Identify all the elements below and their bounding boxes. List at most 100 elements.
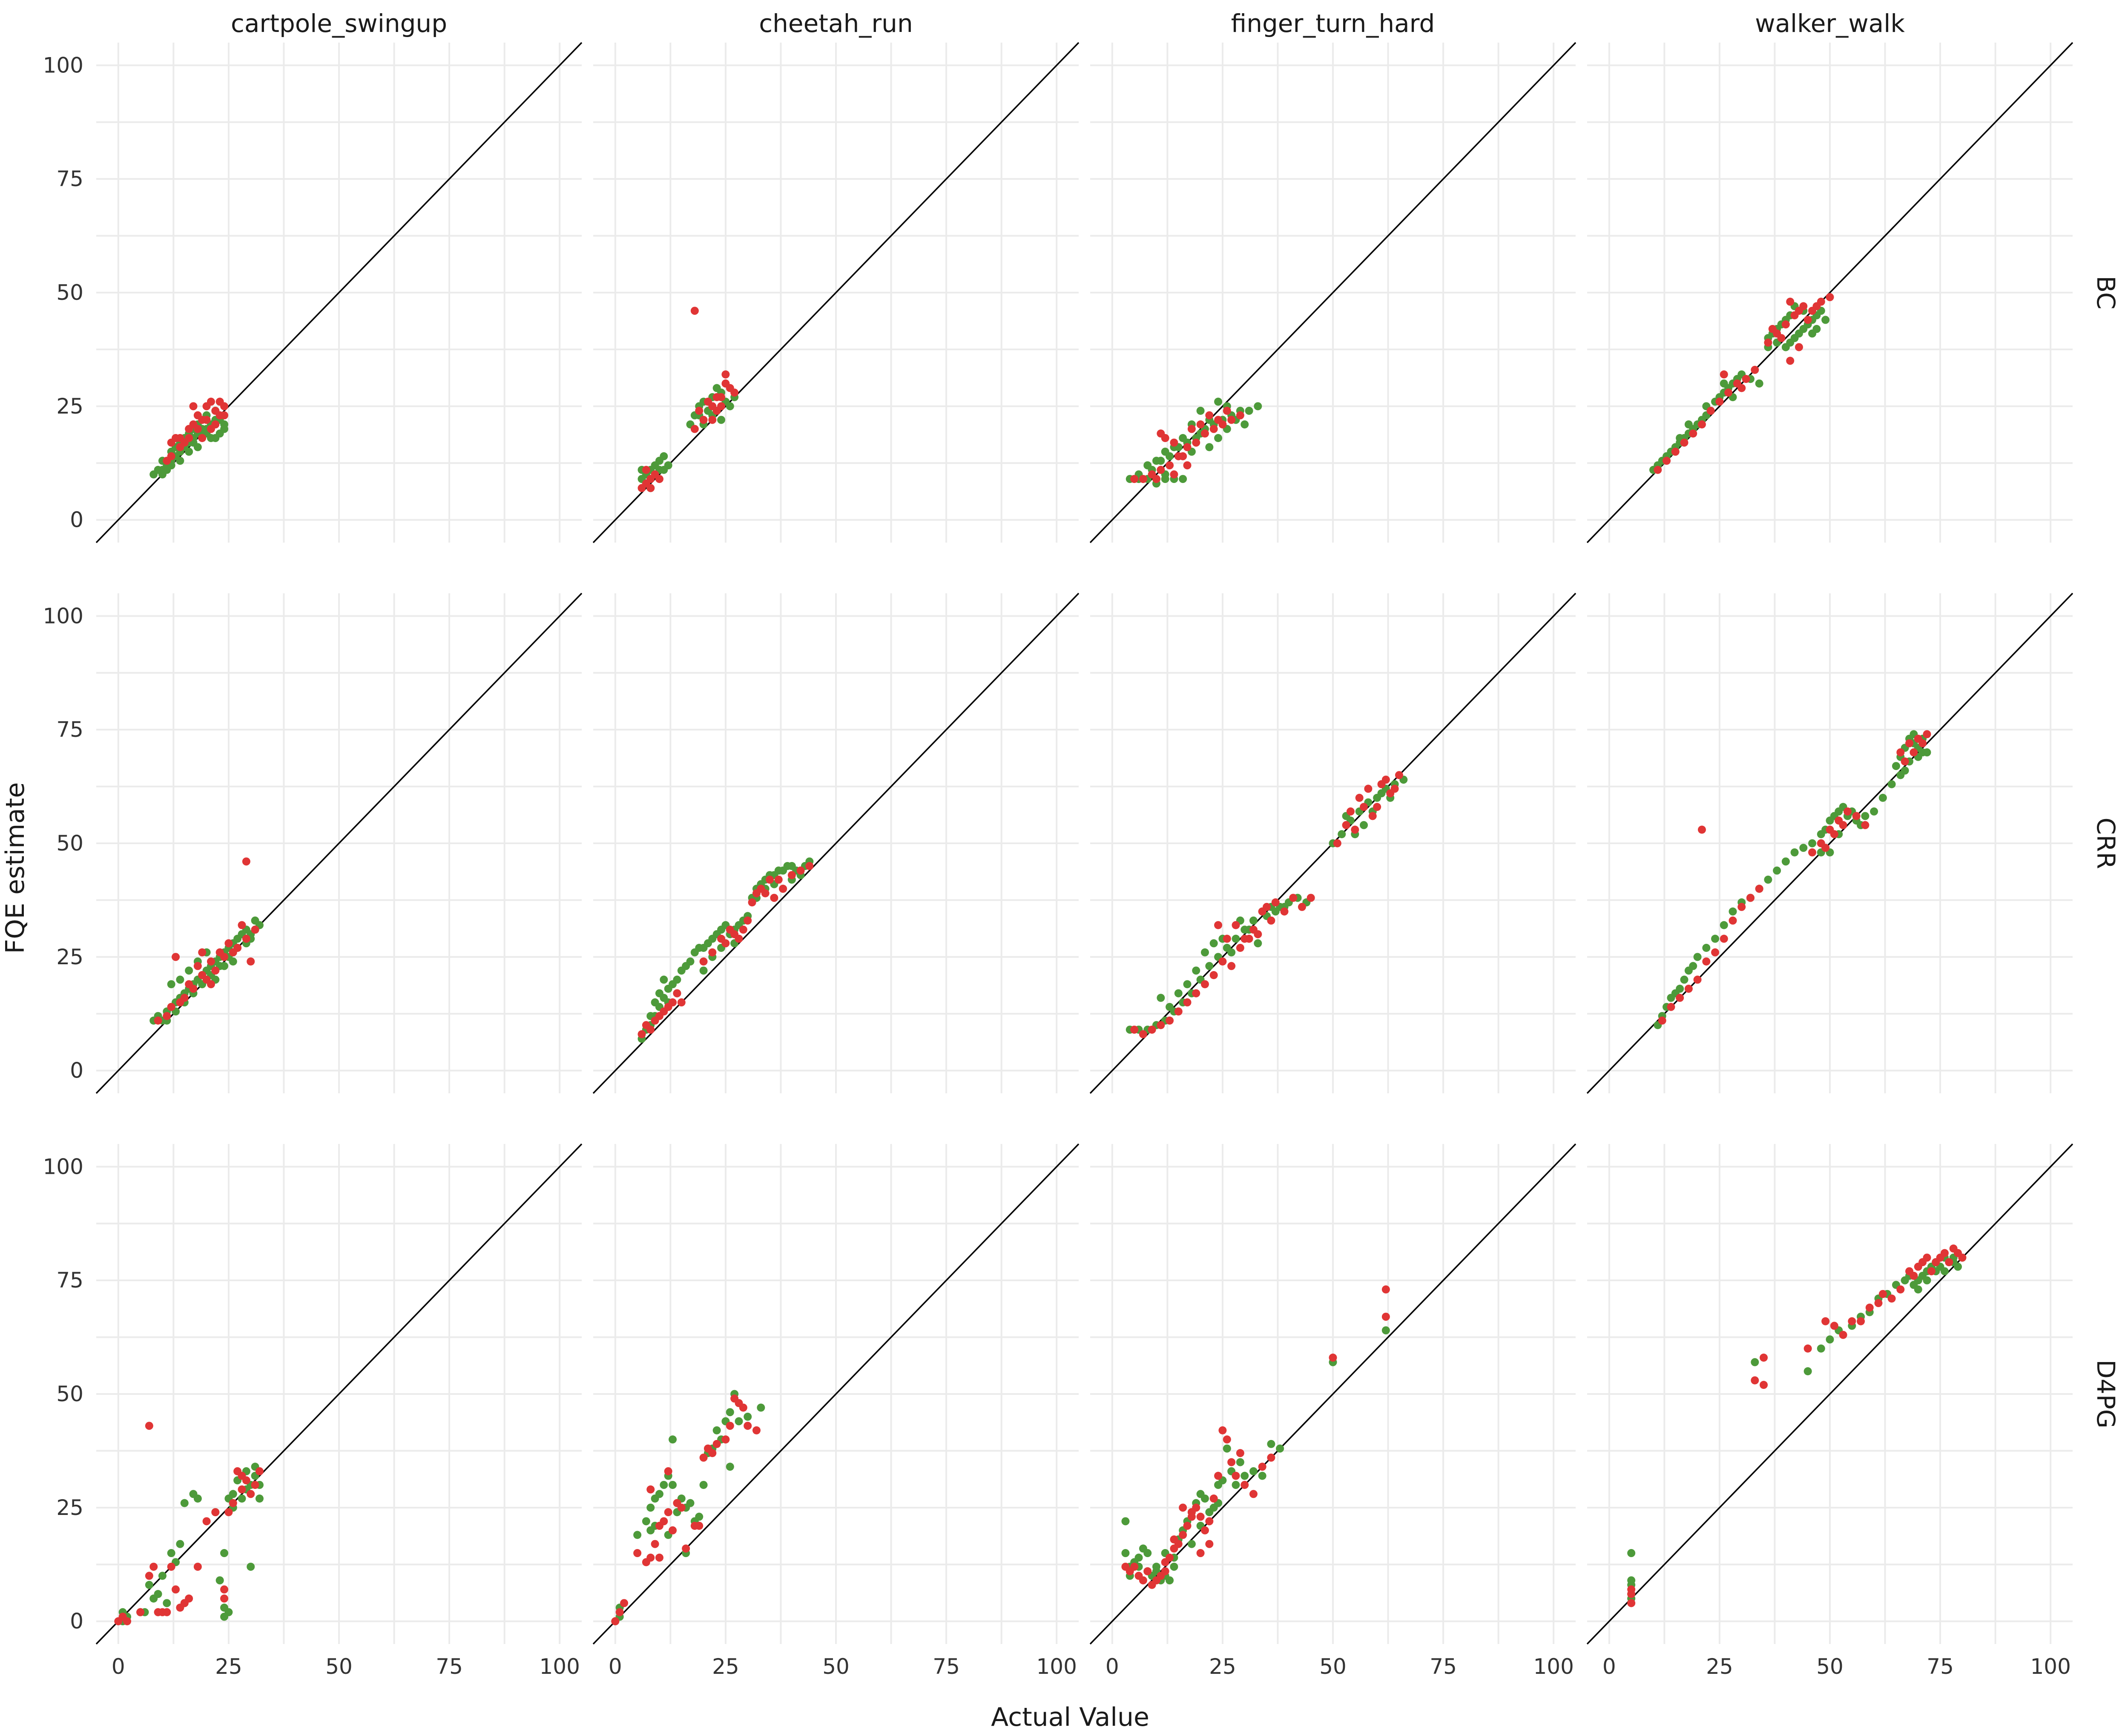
red-point <box>1803 316 1812 324</box>
red-point <box>646 1026 655 1034</box>
green-point <box>642 1517 650 1526</box>
red-point <box>1958 1253 1967 1262</box>
red-point <box>1896 748 1905 757</box>
red-point <box>1940 1249 1949 1257</box>
green-point <box>1157 994 1165 1002</box>
red-point <box>1183 443 1192 451</box>
red-point <box>1249 925 1258 934</box>
red-point <box>1130 1563 1139 1571</box>
red-point <box>1711 948 1720 957</box>
green-point <box>1773 866 1781 875</box>
red-point <box>682 1544 690 1553</box>
red-point <box>757 885 765 893</box>
green-point <box>1249 1467 1258 1475</box>
red-point <box>1227 1458 1236 1466</box>
x-tick-label: 100 <box>539 1654 580 1679</box>
red-point <box>238 921 246 929</box>
x-tick-label: 25 <box>1706 1654 1733 1679</box>
green-point <box>1627 1549 1636 1558</box>
red-point <box>1351 825 1359 834</box>
green-point <box>1812 325 1821 333</box>
green-point <box>247 1563 255 1571</box>
red-point <box>211 966 220 975</box>
red-point <box>611 1617 620 1626</box>
red-point <box>1157 466 1165 474</box>
red-point <box>1786 297 1795 306</box>
green-point <box>1271 907 1280 916</box>
red-point <box>172 1585 180 1594</box>
red-point <box>136 1608 145 1616</box>
red-point <box>721 379 730 388</box>
red-point <box>748 898 756 907</box>
green-point <box>255 1494 264 1503</box>
green-point <box>1179 475 1187 483</box>
red-point <box>176 434 184 443</box>
red-point <box>1183 998 1192 1007</box>
red-point <box>1373 803 1381 811</box>
green-point <box>176 1540 184 1548</box>
red-point <box>1702 957 1711 966</box>
green-point <box>180 1499 189 1507</box>
x-tick-label: 25 <box>215 1654 242 1679</box>
red-point <box>669 998 677 1007</box>
green-point <box>229 1490 237 1498</box>
red-point <box>1307 894 1315 902</box>
x-tick-label: 75 <box>436 1654 463 1679</box>
red-point <box>198 948 207 957</box>
red-point <box>247 1490 255 1498</box>
red-point <box>805 862 814 870</box>
green-point <box>1166 1576 1174 1585</box>
red-point <box>660 1517 668 1526</box>
x-tick-label: 75 <box>1927 1654 1954 1679</box>
y-tick-label: 75 <box>56 167 83 191</box>
red-point <box>1329 1354 1337 1362</box>
red-point <box>193 962 202 970</box>
red-point <box>1848 1317 1856 1325</box>
red-point <box>1654 466 1662 474</box>
x-tick-label: 75 <box>933 1654 960 1679</box>
red-point <box>1223 406 1231 415</box>
y-tick-label: 50 <box>56 1382 83 1406</box>
red-point <box>1364 785 1373 793</box>
green-point <box>1896 771 1905 779</box>
red-point <box>220 411 229 420</box>
red-point <box>220 1585 229 1594</box>
scatter-panel: 0 25 50 75 100 <box>43 592 583 1094</box>
red-point <box>1381 776 1390 784</box>
red-point <box>664 1467 672 1475</box>
red-point <box>1209 1494 1218 1503</box>
red-point <box>669 1526 677 1535</box>
red-point <box>123 1617 132 1626</box>
scatter-panel: 0 25 50 75 100 <box>592 1143 1080 1679</box>
identity-line <box>592 592 1080 1094</box>
red-point <box>1346 807 1355 816</box>
green-point <box>1755 379 1763 388</box>
red-point <box>642 466 650 474</box>
red-point <box>1236 411 1244 420</box>
red-point <box>1865 1303 1874 1312</box>
red-point <box>207 980 215 989</box>
red-point <box>1232 921 1240 929</box>
x-tick-label: 0 <box>1106 1654 1119 1679</box>
red-point <box>1223 934 1231 943</box>
red-point <box>1267 1453 1275 1462</box>
red-point <box>774 875 783 884</box>
y-tick-label: 50 <box>56 280 83 305</box>
red-point <box>1918 739 1927 747</box>
green-point <box>669 1435 677 1444</box>
red-point <box>721 370 730 379</box>
red-point <box>207 957 215 966</box>
green-point <box>1209 939 1218 948</box>
green-point <box>1170 1563 1178 1571</box>
red-point <box>1737 902 1746 911</box>
red-point <box>242 1476 250 1485</box>
row-strip-label: BC <box>2091 276 2120 309</box>
red-point <box>1724 388 1733 397</box>
red-point <box>726 1422 734 1430</box>
red-point <box>1768 325 1777 333</box>
green-point <box>1914 1285 1922 1294</box>
red-point <box>1684 985 1693 993</box>
green-point <box>660 452 668 460</box>
green-point <box>1166 1003 1174 1011</box>
red-point <box>220 1594 229 1603</box>
